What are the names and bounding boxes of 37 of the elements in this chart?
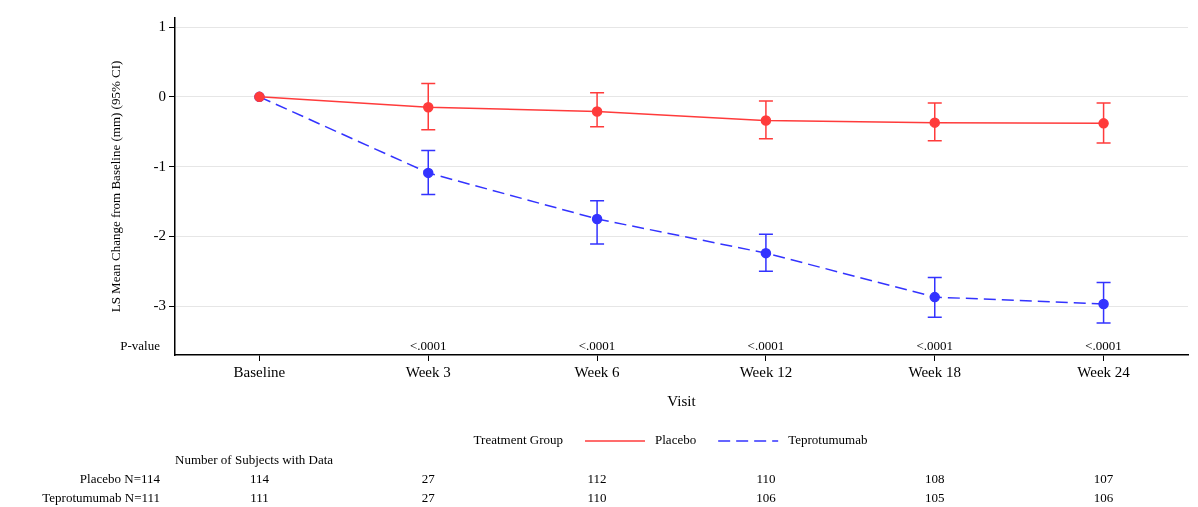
legend-label: Teprotumumab	[788, 432, 868, 448]
text: 112	[587, 471, 607, 487]
annotation: <.0001	[916, 338, 954, 354]
x-axis-title: Visit	[667, 392, 697, 409]
y-tick-label: 0	[158, 87, 166, 104]
text: 108	[925, 471, 945, 487]
annotation: <.0001	[578, 338, 616, 354]
text: Number of Subjects with Data	[175, 452, 334, 468]
y-tick-label: 1	[158, 18, 166, 35]
text: 106	[1093, 490, 1114, 506]
x-tick-label: Week 3	[405, 363, 451, 380]
x-tick-label: Baseline	[233, 363, 286, 380]
text: 114	[249, 471, 270, 487]
text: 105	[925, 490, 945, 506]
text: 27	[421, 490, 436, 506]
text: Teprotumumab N=111	[42, 490, 160, 506]
y-axis-title: LS Mean Change from Baseline (mm) (95% CI)	[108, 60, 124, 313]
y-tick-label: -2	[153, 227, 166, 244]
x-tick-label: Week 12	[739, 363, 793, 380]
text: P-value	[120, 338, 161, 354]
text: 107	[1093, 471, 1114, 487]
annotation: <.0001	[409, 338, 447, 354]
y-tick-label: -1	[153, 157, 166, 174]
text: 106	[756, 490, 777, 506]
text: 110	[587, 490, 607, 506]
y-tick-label: -3	[153, 297, 166, 314]
text: 111	[250, 490, 269, 506]
legend-title: Treatment Group	[473, 432, 564, 448]
annotation: <.0001	[747, 338, 785, 354]
text: Placebo N=114	[79, 471, 161, 487]
x-tick-label: Week 24	[1077, 363, 1131, 380]
x-tick-label: Week 18	[908, 363, 962, 380]
annotation: <.0001	[1085, 338, 1122, 354]
text: 110	[756, 471, 776, 487]
x-tick-label: Week 6	[574, 363, 621, 380]
text: 27	[421, 471, 436, 487]
legend-label: Placebo	[655, 432, 697, 448]
